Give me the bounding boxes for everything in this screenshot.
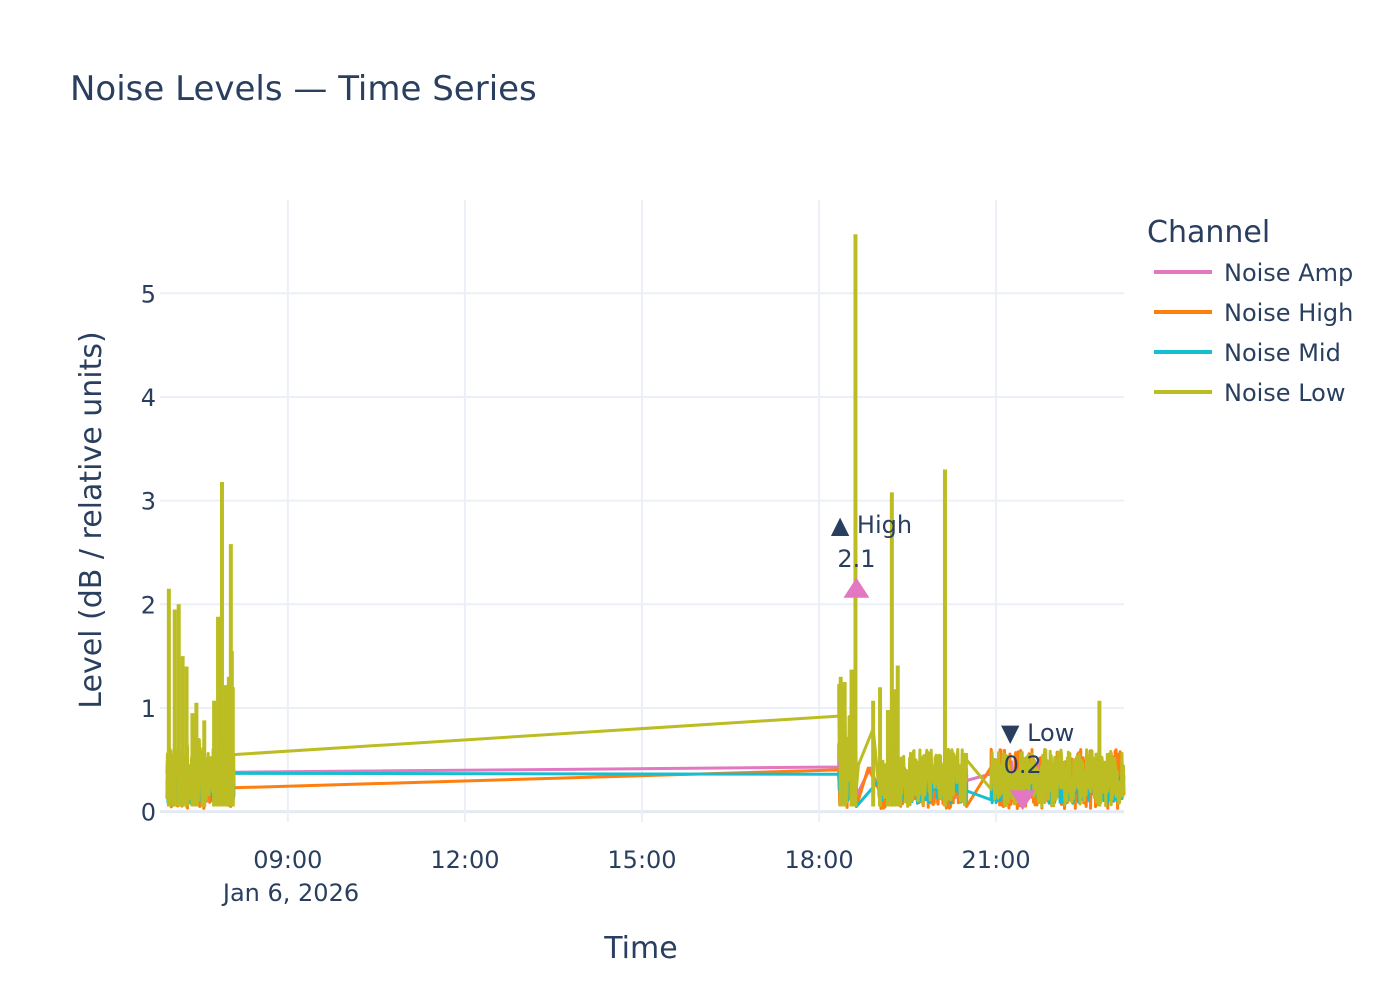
annotation-label: ▲ High — [831, 511, 912, 539]
annotations: ▲ High 2.1 ▼ Low 0.2 — [831, 511, 1074, 811]
x-axis-ticks: 09:00 12:00 15:00 18:00 21:00 — [253, 846, 1030, 874]
plot-area — [165, 234, 1126, 810]
annotation-value: 0.2 — [1004, 751, 1042, 779]
legend-label: Noise Low — [1224, 379, 1345, 407]
y-tick-label: 5 — [141, 280, 156, 308]
legend-item[interactable]: Noise High — [1154, 299, 1353, 327]
legend-title: Channel — [1147, 215, 1270, 250]
x-tick-label: 18:00 — [784, 846, 853, 874]
annotation-label: ▼ Low — [1001, 719, 1074, 747]
y-tick-label: 3 — [141, 488, 156, 516]
legend-item[interactable]: Noise Amp — [1154, 259, 1353, 287]
legend-label: Noise High — [1224, 299, 1353, 327]
series-noise-low — [165, 234, 1126, 808]
chart-title: Noise Levels — Time Series — [70, 69, 537, 109]
x-tick-label: 15:00 — [607, 846, 676, 874]
y-axis-title: Level (dB / relative units) — [74, 331, 109, 708]
y-tick-label: 0 — [141, 799, 156, 827]
legend-label: Noise Amp — [1224, 259, 1353, 287]
y-axis-ticks: 0 1 2 3 4 5 — [141, 280, 156, 826]
y-tick-label: 2 — [141, 591, 156, 619]
y-tick-label: 1 — [141, 695, 156, 723]
triangle-down-marker — [1009, 790, 1036, 811]
annotation-value: 2.1 — [837, 545, 875, 573]
y-tick-label: 4 — [141, 384, 156, 412]
legend-item[interactable]: Noise Low — [1154, 379, 1345, 407]
x-axis-date-label: Jan 6, 2026 — [221, 879, 359, 907]
legend-item[interactable]: Noise Mid — [1154, 339, 1341, 367]
x-tick-label: 21:00 — [962, 846, 1031, 874]
x-tick-label: 09:00 — [253, 846, 322, 874]
x-axis-title: Time — [603, 931, 677, 966]
legend[interactable]: Channel Noise Amp Noise High Noise Mid Nois… — [1147, 215, 1353, 407]
triangle-up-marker — [843, 577, 870, 598]
legend-label: Noise Mid — [1224, 339, 1341, 367]
x-tick-label: 12:00 — [430, 846, 499, 874]
